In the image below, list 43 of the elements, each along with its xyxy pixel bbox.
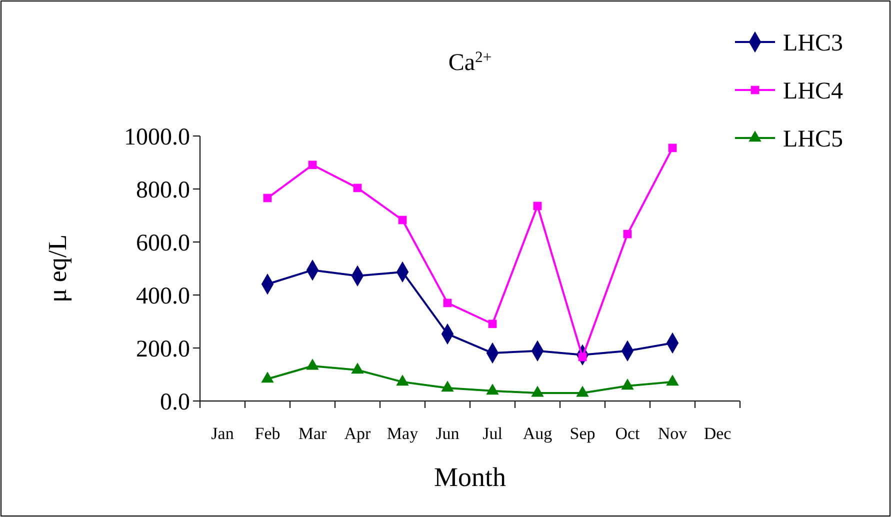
x-tick-label: May xyxy=(386,424,419,443)
point xyxy=(308,160,317,170)
x-tick-label: Apr xyxy=(344,424,372,443)
y-tick-label: 800.0 xyxy=(136,177,190,204)
x-tick-label: Aug xyxy=(522,424,553,443)
point xyxy=(531,386,544,397)
x-tick-label: Mar xyxy=(298,424,327,443)
point xyxy=(621,378,634,390)
legend-label: LHC3 xyxy=(783,30,843,56)
x-axis-title: Month xyxy=(434,462,506,492)
point xyxy=(398,216,407,224)
y-tick-label: 1000.0 xyxy=(124,124,190,150)
y-axis-title: μ eq/L xyxy=(43,234,72,303)
x-tick-label: Jul xyxy=(482,424,503,443)
point xyxy=(351,362,364,374)
y-tick-label: 200.0 xyxy=(136,336,190,362)
y-tick-label: 400.0 xyxy=(136,283,190,310)
point xyxy=(668,144,677,152)
point xyxy=(261,372,274,383)
x-tick-label: Sep xyxy=(570,424,596,443)
point xyxy=(666,374,679,386)
x-tick-label: Jun xyxy=(436,424,460,443)
y-tick-label: 600.0 xyxy=(136,230,190,256)
point xyxy=(441,380,454,392)
point xyxy=(576,386,589,397)
x-tick-label: Nov xyxy=(658,424,688,443)
x-tick-label: Oct xyxy=(615,424,640,443)
legend-label: LHC4 xyxy=(783,78,843,104)
point xyxy=(533,202,542,210)
point xyxy=(396,374,409,386)
x-tick-label: Dec xyxy=(704,424,732,443)
point xyxy=(488,320,497,328)
point xyxy=(306,358,319,370)
x-tick-label: Jan xyxy=(211,424,234,443)
point xyxy=(263,194,272,202)
point xyxy=(486,384,499,395)
point xyxy=(623,230,632,238)
y-tick-label: 0.0 xyxy=(160,389,190,416)
point xyxy=(353,184,362,192)
x-tick-label: Feb xyxy=(254,424,280,443)
point xyxy=(443,298,452,308)
chart-title: Ca$^{2+}$ xyxy=(448,48,492,76)
legend-label: LHC5 xyxy=(783,126,843,152)
